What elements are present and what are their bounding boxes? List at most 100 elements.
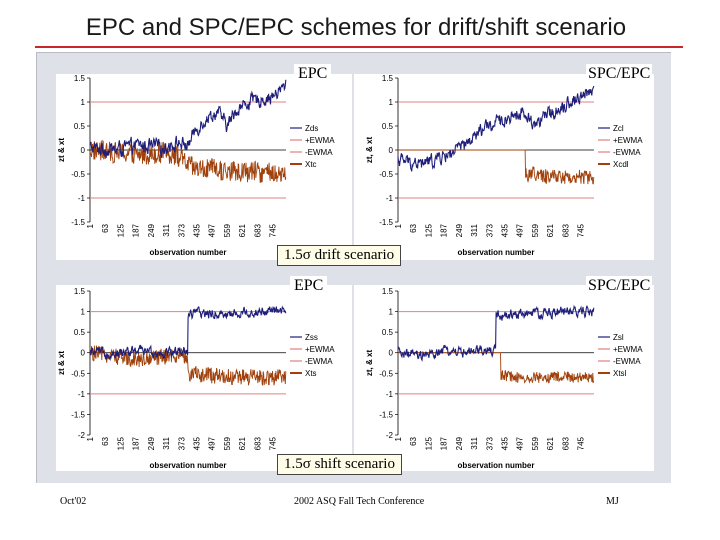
y-axis-label: zt & xt: [57, 351, 66, 375]
y-tick-label: 0: [81, 349, 86, 358]
footer-conference: 2002 ASQ Fall Tech Conference: [294, 496, 425, 507]
x-tick-label: 497: [516, 223, 525, 237]
x-axis-label: observation number: [458, 461, 535, 470]
x-tick-label: 63: [101, 436, 110, 445]
x-tick-label: 497: [516, 436, 525, 450]
x-tick-label: 1: [86, 436, 95, 441]
y-tick-label: -1.5: [71, 218, 85, 227]
legend-label: -EWMA: [613, 357, 641, 366]
drift-scenario-label: 1.5σ drift scenario: [277, 245, 402, 266]
legend-label: -EWMA: [305, 148, 333, 157]
legend-label: +EWMA: [613, 136, 643, 145]
x-tick-label: 125: [424, 223, 433, 237]
y-axis-label: zt, & xt: [365, 350, 374, 377]
x-tick-label: 683: [561, 436, 570, 450]
y-axis-label: zt, & xt: [365, 137, 374, 164]
x-tick-label: 249: [455, 436, 464, 450]
legend-label: +EWMA: [613, 345, 643, 354]
x-tick-label: 745: [577, 436, 586, 450]
x-tick-label: 435: [192, 436, 201, 450]
y-tick-label: -2: [78, 431, 86, 440]
y-tick-label: 1: [389, 98, 394, 107]
x-tick-label: 63: [101, 223, 110, 232]
y-tick-label: 1.5: [382, 287, 394, 296]
y-tick-label: -2: [386, 431, 394, 440]
y-tick-label: 1.5: [74, 74, 86, 83]
x-tick-label: 63: [409, 223, 418, 232]
y-tick-label: -0.5: [379, 369, 393, 378]
y-tick-label: -0.5: [71, 369, 85, 378]
y-tick-label: -1: [78, 390, 86, 399]
y-tick-label: 0.5: [74, 328, 86, 337]
legend-label: Xtsl: [613, 369, 627, 378]
y-tick-label: 0.5: [382, 122, 394, 131]
epc-top-label: EPC: [294, 64, 332, 84]
x-tick-label: 373: [177, 436, 186, 450]
y-tick-label: -0.5: [379, 170, 393, 179]
slide-title: EPC and SPC/EPC schemes for drift/shift …: [85, 14, 627, 41]
x-tick-label: 125: [116, 436, 125, 450]
x-tick-label: 187: [132, 436, 141, 450]
z-series-line: [89, 79, 287, 158]
y-tick-label: 0: [81, 146, 86, 155]
spcepc-shift-chart: 1.5 1 0.5 0 -0.5 -1 -1.5 -2 zt, & xt 1 63 125 187 249…: [354, 285, 654, 471]
legend-label: Zsl: [613, 333, 624, 342]
x-tick-label: 63: [409, 436, 418, 445]
y-tick-label: 0.5: [382, 328, 394, 337]
x-tick-label: 187: [440, 223, 449, 237]
x-tick-label: 745: [269, 436, 278, 450]
x-tick-label: 559: [223, 436, 232, 450]
x-tick-label: 1: [394, 436, 403, 441]
x-tick-label: 683: [253, 223, 262, 237]
x-tick-label: 249: [147, 436, 156, 450]
y-tick-label: -1: [78, 194, 86, 203]
x-tick-label: 1: [86, 223, 95, 228]
x-tick-label: 497: [208, 223, 217, 237]
shift-scenario-label: 1.5σ shift scenario: [277, 454, 402, 475]
legend-label: Zcl: [613, 124, 624, 133]
y-axis-label: zt & xt: [57, 138, 66, 162]
x-tick-label: 125: [424, 436, 433, 450]
spcepc-top-label: SPC/EPC: [586, 64, 653, 84]
x-tick-label: 187: [440, 436, 449, 450]
x-tick-label: 373: [485, 436, 494, 450]
epc-bottom-label: EPC: [290, 276, 328, 296]
x-tick-label: 311: [162, 436, 171, 449]
y-tick-label: 1: [81, 98, 86, 107]
x-series-line: [89, 345, 287, 387]
x-axis-label: observation number: [458, 248, 535, 257]
chart-background: [354, 74, 654, 260]
footer-author: MJ: [606, 496, 619, 507]
y-tick-label: -1: [386, 194, 394, 203]
x-tick-label: 249: [147, 223, 156, 237]
legend-label: Xcdl: [613, 160, 629, 169]
x-tick-label: 621: [546, 223, 555, 237]
y-tick-label: -1.5: [379, 218, 393, 227]
x-tick-label: 621: [546, 436, 555, 450]
x-tick-label: 621: [238, 436, 247, 450]
y-tick-label: 0: [389, 146, 394, 155]
legend-label: +EWMA: [305, 136, 335, 145]
x-tick-label: 745: [269, 223, 278, 237]
x-tick-label: 311: [470, 223, 479, 236]
x-tick-label: 373: [177, 223, 186, 237]
legend-label: Xtc: [305, 160, 317, 169]
x-tick-label: 621: [238, 223, 247, 237]
z-series-line: [397, 304, 595, 363]
title-underline: [35, 46, 683, 48]
legend-label: +EWMA: [305, 345, 335, 354]
x-series-line: [89, 139, 287, 183]
x-tick-label: 249: [455, 223, 464, 237]
x-tick-label: 1: [394, 223, 403, 228]
y-tick-label: -1: [386, 390, 394, 399]
x-tick-label: 435: [192, 223, 201, 237]
y-tick-label: -1.5: [71, 410, 85, 419]
x-axis-label: observation number: [150, 248, 227, 257]
z-series-line: [397, 85, 595, 172]
y-tick-label: 1: [81, 308, 86, 317]
x-tick-label: 683: [253, 436, 262, 450]
footer-date: Oct'02: [60, 496, 87, 507]
x-tick-label: 435: [500, 223, 509, 237]
x-tick-label: 559: [531, 436, 540, 450]
y-tick-label: 1: [389, 308, 394, 317]
